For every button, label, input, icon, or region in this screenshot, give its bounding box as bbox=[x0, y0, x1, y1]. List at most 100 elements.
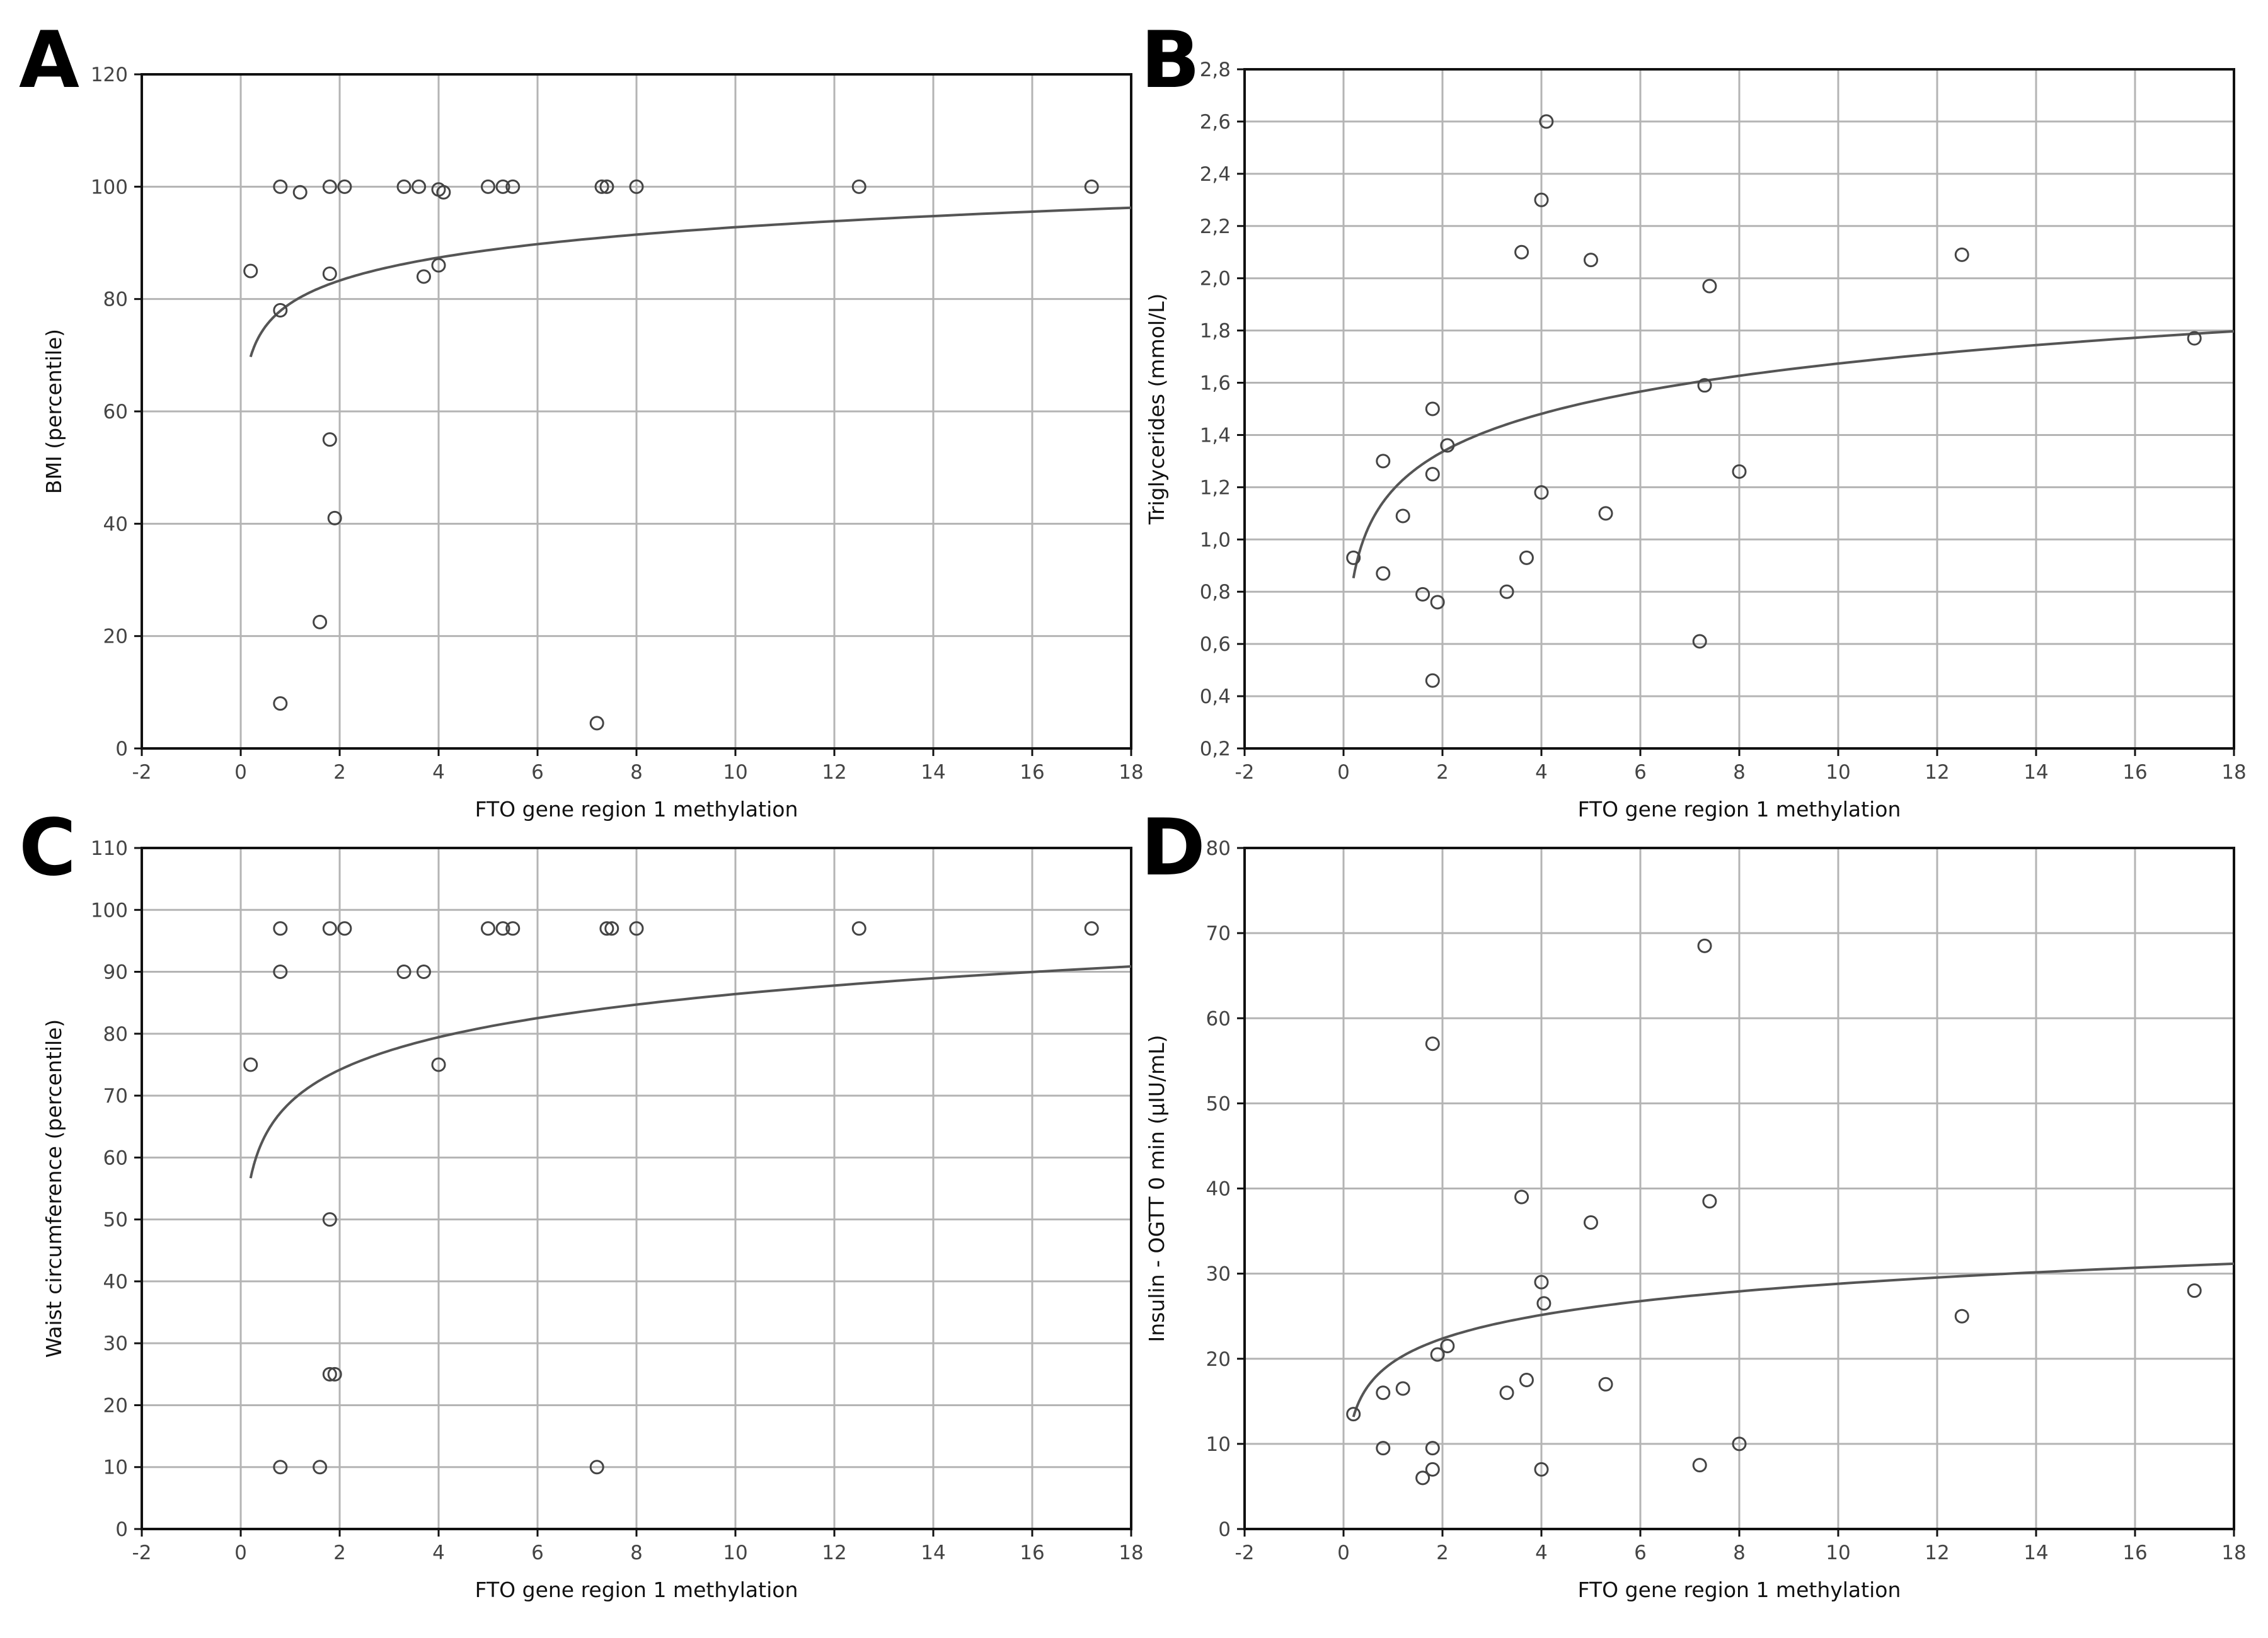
y-tick-label: 10 bbox=[1206, 1433, 1231, 1456]
data-point bbox=[1536, 1296, 1551, 1311]
data-point bbox=[2187, 331, 2202, 346]
data-point bbox=[481, 921, 495, 936]
panel-label: A bbox=[19, 15, 79, 106]
data-point bbox=[495, 179, 510, 194]
data-point bbox=[629, 179, 644, 194]
x-tick-label: 16 bbox=[1020, 761, 1044, 784]
x-tick-label: 0 bbox=[234, 1542, 247, 1564]
x-tick-label: 4 bbox=[432, 761, 445, 784]
x-tick-label: 10 bbox=[723, 761, 747, 784]
data-point bbox=[337, 179, 352, 194]
y-tick-label: 50 bbox=[103, 1209, 128, 1232]
y-tick-label: 10 bbox=[103, 1457, 128, 1479]
y-tick-label: 1,8 bbox=[1200, 320, 1231, 343]
data-point bbox=[327, 510, 342, 525]
data-point bbox=[1702, 278, 1717, 294]
data-point bbox=[1598, 1377, 1613, 1392]
y-tick-label: 1,2 bbox=[1200, 476, 1231, 499]
data-point bbox=[243, 263, 258, 278]
data-point bbox=[1732, 464, 1747, 479]
x-tick-label: 2 bbox=[1436, 761, 1449, 784]
data-point bbox=[1534, 1462, 1549, 1477]
x-tick-label: 18 bbox=[2221, 1542, 2246, 1564]
data-point bbox=[1954, 247, 1969, 262]
data-point bbox=[322, 1366, 337, 1382]
data-point bbox=[1584, 1215, 1598, 1230]
data-point bbox=[327, 1366, 342, 1382]
x-tick-label: 2 bbox=[1436, 1542, 1449, 1564]
x-tick-label: 4 bbox=[432, 1542, 445, 1564]
panel-label: D bbox=[1141, 803, 1206, 893]
data-point bbox=[1415, 1470, 1430, 1486]
data-point bbox=[322, 432, 337, 447]
x-tick-label: 6 bbox=[531, 761, 544, 784]
data-point bbox=[1425, 673, 1440, 688]
data-point bbox=[1425, 1036, 1440, 1051]
data-point bbox=[1084, 179, 1099, 194]
data-point bbox=[1425, 1441, 1440, 1456]
fit-curve bbox=[249, 206, 1132, 358]
y-tick-label: 0 bbox=[115, 1518, 128, 1541]
x-axis-label: FTO gene region 1 methylation bbox=[1578, 797, 1901, 822]
data-point bbox=[851, 179, 866, 194]
y-tick-label: 80 bbox=[103, 1023, 128, 1046]
x-tick-label: 8 bbox=[1733, 1542, 1746, 1564]
y-tick-label: 120 bbox=[91, 64, 128, 86]
y-tick-label: 2,4 bbox=[1200, 163, 1231, 186]
y-tick-label: 0,4 bbox=[1200, 685, 1231, 708]
data-point bbox=[505, 921, 521, 936]
data-point bbox=[1376, 454, 1391, 469]
data-point bbox=[851, 921, 866, 936]
y-tick-label: 70 bbox=[103, 1085, 128, 1108]
data-point bbox=[1499, 584, 1514, 599]
y-tick-label: 100 bbox=[91, 176, 128, 198]
data-point bbox=[599, 921, 614, 936]
data-point bbox=[589, 716, 604, 731]
y-tick-label: 2,8 bbox=[1200, 59, 1231, 81]
data-point bbox=[599, 179, 614, 194]
y-tick-label: 0,6 bbox=[1200, 633, 1231, 656]
data-point bbox=[505, 179, 521, 194]
chart-panel-c: C-2 0 2 4 6 8 10 12 14 16 180102030405060708090100… bbox=[19, 803, 1144, 1602]
panel-label: C bbox=[19, 803, 76, 893]
data-point bbox=[436, 185, 451, 200]
x-axis-label: FTO gene region 1 methylation bbox=[475, 797, 798, 822]
data-point bbox=[594, 179, 609, 194]
data-point bbox=[1519, 1373, 1534, 1388]
y-tick-label: 110 bbox=[91, 837, 128, 860]
y-tick-label: 0,8 bbox=[1200, 581, 1231, 604]
data-point bbox=[1430, 595, 1445, 610]
y-tick-label: 40 bbox=[1206, 1178, 1231, 1201]
y-tick-label: 30 bbox=[1206, 1263, 1231, 1286]
data-point bbox=[1697, 378, 1712, 393]
data-point bbox=[604, 921, 619, 936]
y-tick-label: 80 bbox=[103, 289, 128, 311]
data-point bbox=[396, 965, 412, 980]
x-axis-label: FTO gene region 1 methylation bbox=[475, 1578, 798, 1602]
data-point bbox=[322, 921, 337, 936]
x-tick-label: 12 bbox=[822, 1542, 846, 1564]
data-point bbox=[273, 965, 288, 980]
data-point bbox=[1697, 938, 1712, 953]
x-tick-label: 0 bbox=[1337, 761, 1350, 784]
y-tick-label: 0,2 bbox=[1200, 738, 1231, 760]
y-tick-label: 40 bbox=[103, 513, 128, 536]
y-tick-label: 80 bbox=[1206, 837, 1231, 860]
data-point bbox=[396, 179, 412, 194]
x-tick-label: 18 bbox=[1119, 761, 1143, 784]
fit-curve bbox=[249, 965, 1132, 1179]
x-tick-label: 14 bbox=[921, 761, 945, 784]
data-point bbox=[273, 696, 288, 711]
x-tick-label: 8 bbox=[630, 1542, 643, 1564]
data-point bbox=[589, 1460, 604, 1475]
data-point bbox=[1425, 467, 1440, 482]
x-tick-label: -2 bbox=[132, 1542, 152, 1564]
x-tick-label: 10 bbox=[1826, 1542, 1850, 1564]
y-tick-label: 1,6 bbox=[1200, 372, 1231, 395]
data-point bbox=[416, 965, 431, 980]
data-point bbox=[1430, 1347, 1445, 1362]
x-tick-label: 6 bbox=[1634, 1542, 1647, 1564]
y-tick-label: 20 bbox=[103, 1394, 128, 1417]
data-point bbox=[431, 1057, 446, 1072]
